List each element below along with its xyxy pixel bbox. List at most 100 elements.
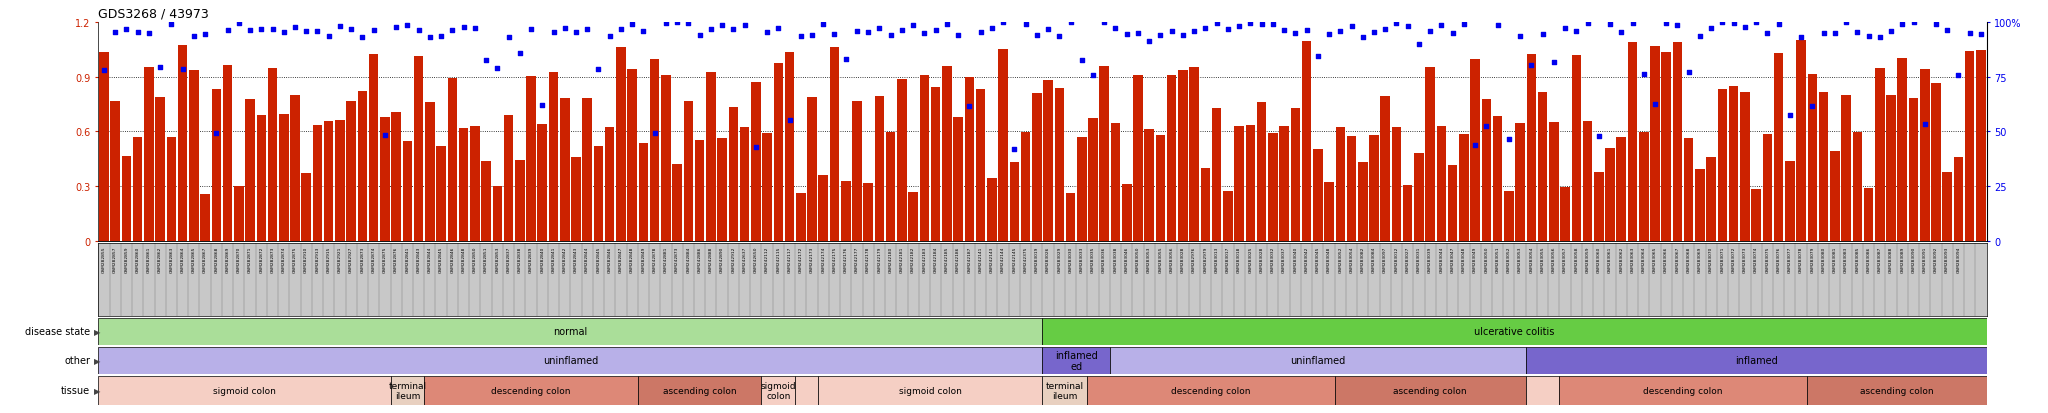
Point (1145, 33, 1178, 39)
Point (684, 33, 717, 39)
Text: GSM283082: GSM283082 (1360, 246, 1364, 272)
Bar (1077, 138, 1087, 242)
Text: GSM283050: GSM283050 (1485, 246, 1489, 272)
Bar (459, 128, 469, 242)
Point (1593, 21, 1626, 28)
Text: GSM282976: GSM282976 (1192, 246, 1196, 272)
Point (1683, 34, 1716, 41)
Text: GSM283071: GSM283071 (1720, 246, 1724, 272)
Text: other: other (63, 355, 90, 366)
Bar (987, 178, 997, 242)
Point (582, 66, 614, 73)
Point (739, 144, 772, 151)
Text: GSM242141: GSM242141 (979, 246, 983, 272)
Bar (707, 73, 715, 242)
Text: GSM282915: GSM282915 (328, 246, 330, 272)
Bar (909, 193, 918, 242)
Bar (739, 127, 750, 242)
Text: GSM283052: GSM283052 (1507, 246, 1511, 272)
Text: GSM282849: GSM282849 (641, 246, 645, 272)
Text: GSM282843: GSM282843 (416, 246, 420, 272)
Text: GSM282862: GSM282862 (158, 246, 162, 272)
Bar (997, 50, 1008, 242)
Bar (1145, 130, 1153, 242)
Bar (346, 102, 356, 242)
Point (143, 64, 176, 71)
Text: GSM283075: GSM283075 (1765, 246, 1769, 272)
Bar (256, 116, 266, 242)
Bar (1616, 138, 1626, 242)
Bar (784, 53, 795, 242)
Bar (795, 376, 817, 405)
Point (1042, 33, 1075, 40)
Point (1032, 27, 1065, 33)
Point (571, 27, 604, 33)
Point (862, 26, 895, 32)
Bar (526, 77, 537, 242)
Point (1661, 23, 1694, 30)
Bar (291, 95, 299, 242)
Text: GSM283019: GSM283019 (1034, 246, 1038, 272)
Text: GSM282850: GSM282850 (473, 246, 477, 272)
Bar (1303, 42, 1311, 242)
Point (1886, 22, 1919, 28)
Text: GSM282844: GSM282844 (428, 246, 432, 272)
Text: GSM283046: GSM283046 (1124, 246, 1128, 272)
Text: GSM282873: GSM282873 (270, 246, 274, 272)
Text: GSM282875: GSM282875 (383, 246, 387, 272)
Point (1380, 20, 1413, 27)
Bar (1673, 43, 1681, 242)
Point (1616, 20, 1649, 27)
Point (1065, 58, 1098, 64)
Text: inflamed
ed: inflamed ed (1055, 350, 1098, 371)
Point (1346, 34, 1378, 41)
Text: GSM283017: GSM283017 (1227, 246, 1231, 272)
Bar (1774, 54, 1784, 242)
Bar (639, 144, 649, 242)
Point (514, 26, 547, 33)
Bar (1806, 376, 1987, 405)
Text: GSM283055: GSM283055 (1540, 246, 1544, 273)
Text: GSM283090: GSM283090 (1911, 246, 1915, 272)
Bar (471, 127, 479, 242)
Bar (436, 146, 446, 242)
Text: GSM282875: GSM282875 (293, 246, 297, 272)
Bar (752, 83, 760, 242)
Text: descending colon: descending colon (1171, 386, 1251, 395)
Bar (637, 376, 762, 405)
Point (1358, 29, 1391, 36)
Text: GSM283053: GSM283053 (1147, 246, 1151, 272)
Bar (1493, 116, 1503, 242)
Text: GSM283069: GSM283069 (1698, 246, 1702, 272)
Bar (336, 121, 344, 242)
Text: GSM283080: GSM283080 (1821, 246, 1825, 272)
Point (975, 26, 1008, 32)
Bar (1942, 173, 1952, 242)
Bar (313, 126, 322, 242)
Bar (1606, 149, 1614, 242)
Point (1561, 28, 1593, 35)
Bar (672, 165, 682, 242)
Bar (1718, 90, 1726, 242)
Point (1718, 20, 1751, 27)
Point (1313, 31, 1346, 38)
Point (1425, 22, 1458, 29)
Bar (1763, 135, 1772, 242)
Text: GSM242884: GSM242884 (686, 246, 690, 272)
Point (1212, 26, 1245, 33)
Bar (1831, 152, 1839, 242)
Point (1874, 29, 1907, 36)
Bar (1280, 126, 1288, 242)
Point (1583, 134, 1616, 140)
Point (649, 21, 682, 28)
Text: GSM282874: GSM282874 (283, 246, 287, 272)
Bar (1425, 68, 1436, 242)
Point (952, 104, 985, 110)
Text: GSM282861: GSM282861 (147, 246, 152, 272)
Text: ▶: ▶ (94, 356, 100, 365)
Point (1964, 31, 1997, 38)
Bar (391, 376, 424, 405)
Bar (1651, 46, 1659, 242)
Bar (1561, 188, 1571, 242)
Bar (1393, 128, 1401, 242)
